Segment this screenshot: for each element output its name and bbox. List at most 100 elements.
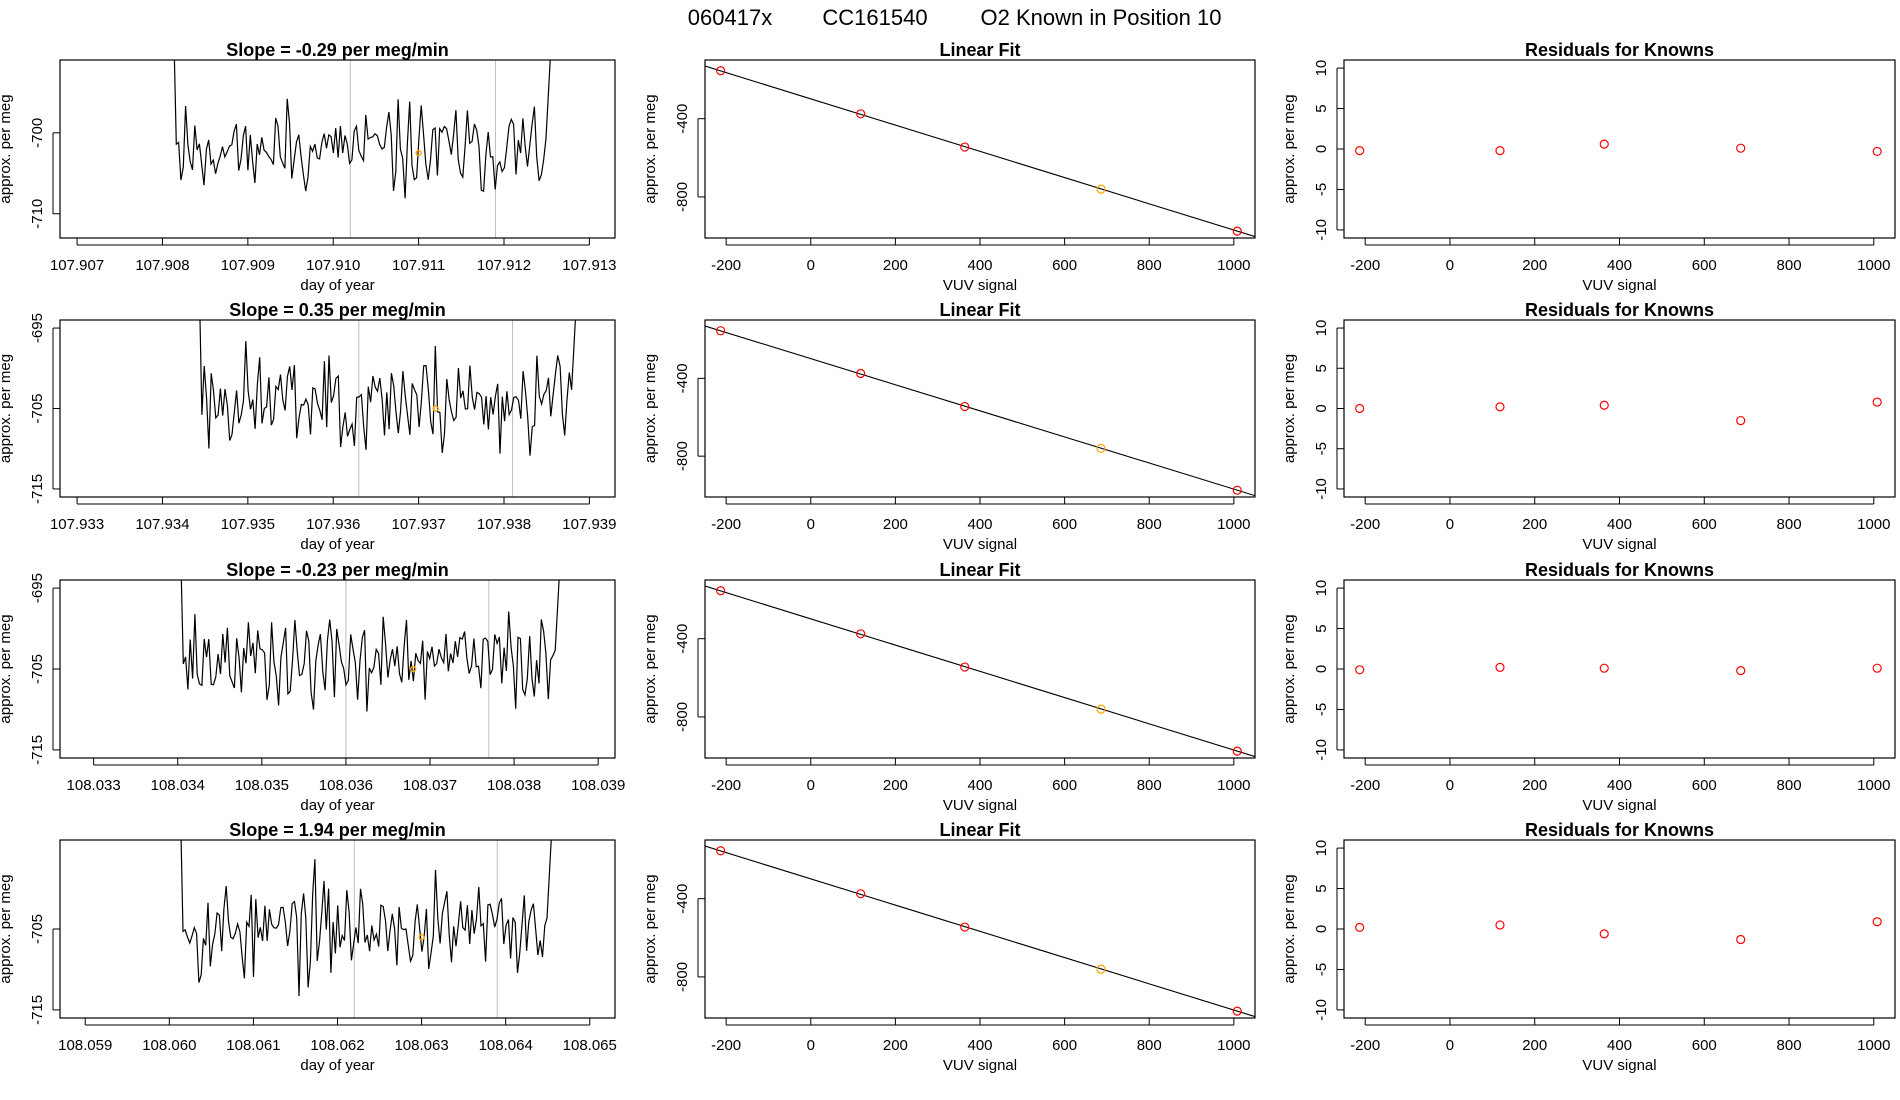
x-axis-label: VUV signal — [1582, 797, 1656, 814]
residual-point — [1599, 663, 1609, 673]
plot-area — [1355, 139, 1882, 157]
data-point — [960, 401, 970, 412]
data-point — [716, 66, 726, 76]
y-axis-label: approx. per meg — [0, 354, 14, 463]
plot-frame — [59, 839, 616, 1019]
x-tick-label: 400 — [967, 777, 992, 794]
highlight-point — [415, 149, 422, 157]
plot-area — [180, 580, 560, 758]
y-tick-label: -10 — [1313, 478, 1330, 500]
panel-title: Linear Fit — [939, 300, 1020, 320]
x-tick-label: 1000 — [1217, 777, 1250, 794]
x-tick-label: 800 — [1137, 257, 1162, 274]
panel-r1-fit: Linear Fit VUV signal approx. per meg -200 0… — [642, 40, 1256, 294]
plot-area — [173, 60, 551, 238]
panel-title: Slope = 0.35 per meg/min — [229, 300, 446, 320]
residual-point — [1599, 400, 1609, 410]
y-tick-label: 10 — [1313, 60, 1330, 77]
x-tick-label: 107.907 — [50, 257, 104, 274]
x-tick-label: 200 — [1522, 777, 1547, 794]
panel-r4-fit: Linear Fit VUV signal approx. per meg -200 0… — [642, 820, 1256, 1074]
x-tick-label: 800 — [1137, 777, 1162, 794]
y-tick-label: -705 — [29, 654, 46, 684]
x-tick-label: 800 — [1137, 516, 1162, 533]
x-tick-label: 800 — [1777, 1037, 1802, 1054]
panel-title: Slope = -0.29 per meg/min — [226, 40, 449, 60]
panel-r1-trace: Slope = -0.29 per meg/min day of year appr… — [0, 40, 617, 294]
panel-title: Linear Fit — [939, 560, 1020, 580]
plot-area — [1355, 397, 1882, 426]
x-tick-label: 108.065 — [563, 1037, 617, 1054]
plot-area — [705, 845, 1255, 1018]
x-tick-label: 107.910 — [306, 257, 360, 274]
plot-area — [705, 325, 1255, 497]
y-tick-label: -715 — [29, 474, 46, 504]
x-tick-label: 200 — [883, 777, 908, 794]
residual-point — [1599, 929, 1609, 939]
x-tick-label: 107.938 — [477, 516, 531, 533]
plot-frame — [1343, 839, 1896, 1019]
x-tick-label: 1000 — [1857, 516, 1890, 533]
x-tick-label: 1000 — [1217, 257, 1250, 274]
trace-line — [173, 60, 551, 199]
y-tick-label: 0 — [1313, 404, 1330, 412]
y-axis-label: approx. per meg — [642, 614, 659, 723]
x-tick-label: 400 — [967, 516, 992, 533]
x-tick-label: 400 — [967, 257, 992, 274]
x-tick-label: 400 — [1607, 516, 1632, 533]
x-tick-label: 1000 — [1857, 777, 1890, 794]
x-tick-label: 0 — [1446, 516, 1454, 533]
y-tick-label: -10 — [1313, 219, 1330, 241]
data-point — [1232, 746, 1242, 756]
x-axis-label: VUV signal — [1582, 536, 1656, 553]
x-tick-label: 107.939 — [562, 516, 616, 533]
highlight-point — [418, 933, 425, 941]
data-point — [960, 142, 970, 152]
plot-area — [180, 840, 552, 1018]
y-tick-label: -705 — [29, 393, 46, 423]
x-tick-label: -200 — [1350, 516, 1380, 533]
x-tick-label: 200 — [1522, 257, 1547, 274]
y-tick-label: 0 — [1313, 145, 1330, 153]
panel-r1-resid: Residuals for Knowns VUV signal approx. pe… — [1281, 40, 1896, 294]
y-tick-label: -800 — [674, 962, 691, 992]
y-axis-label: approx. per meg — [1281, 874, 1298, 983]
x-tick-label: 108.039 — [571, 777, 625, 794]
plot-frame — [1343, 319, 1896, 498]
x-tick-label: 400 — [967, 1037, 992, 1054]
x-tick-label: 1000 — [1857, 257, 1890, 274]
residual-point — [1355, 403, 1365, 414]
residual-point — [1872, 663, 1882, 673]
panel-title: Slope = 1.94 per meg/min — [229, 820, 446, 840]
x-tick-label: -200 — [711, 777, 741, 794]
highlight-point — [409, 665, 417, 673]
x-tick-label: 108.036 — [319, 777, 373, 794]
x-tick-label: 800 — [1777, 777, 1802, 794]
x-tick-label: 0 — [807, 257, 815, 274]
x-tick-label: 108.060 — [142, 1037, 196, 1054]
x-tick-label: 108.064 — [479, 1037, 533, 1054]
y-tick-label: -705 — [29, 914, 46, 944]
y-tick-label: 5 — [1313, 884, 1330, 892]
data-point — [960, 662, 970, 672]
y-tick-label: -695 — [29, 313, 46, 343]
y-tick-label: -695 — [29, 573, 46, 603]
y-tick-label: -400 — [674, 363, 691, 393]
x-tick-label: -200 — [1350, 1037, 1380, 1054]
x-tick-label: 1000 — [1217, 516, 1250, 533]
figure-title-run: 060417x — [688, 5, 772, 30]
data-point — [1096, 184, 1106, 194]
panel-title: Linear Fit — [939, 820, 1020, 840]
y-tick-label: 5 — [1313, 104, 1330, 112]
plot-area — [1355, 662, 1882, 676]
x-axis-label: day of year — [300, 797, 374, 814]
y-axis-label: approx. per meg — [0, 94, 14, 203]
x-tick-label: 0 — [1446, 257, 1454, 274]
x-tick-label: 400 — [1607, 777, 1632, 794]
x-tick-label: -200 — [711, 257, 741, 274]
data-point — [1232, 1006, 1242, 1016]
x-axis-label: VUV signal — [943, 797, 1017, 814]
trace-line — [199, 320, 576, 456]
x-tick-label: 600 — [1052, 516, 1077, 533]
